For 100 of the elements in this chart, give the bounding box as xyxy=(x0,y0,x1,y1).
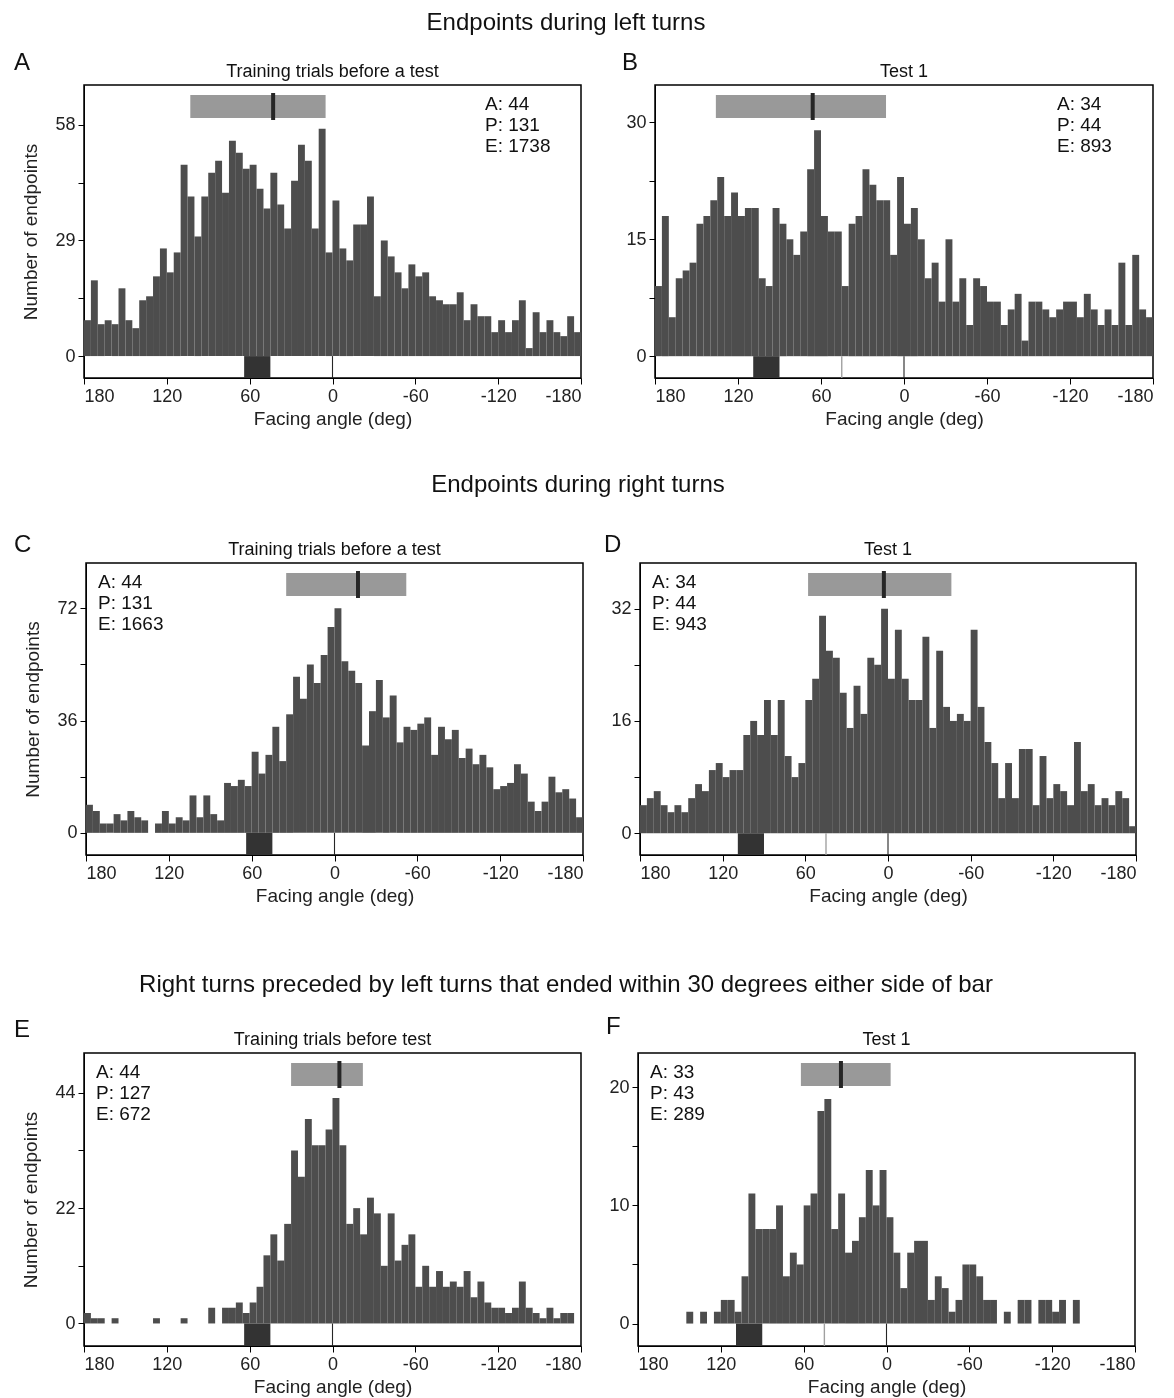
x-tick-label: -120 xyxy=(1034,1353,1071,1374)
x-tick-label: -120 xyxy=(480,1353,517,1374)
x-tick-label: -180 xyxy=(545,1353,582,1374)
y-tick-label: 58 xyxy=(55,114,76,135)
text: C xyxy=(14,530,32,558)
annotation: P: 131 xyxy=(98,592,153,614)
x-tick-label: 0 xyxy=(329,862,341,883)
x-tick-label: 0 xyxy=(883,862,894,883)
x-tick-label: 180 xyxy=(86,862,117,883)
y-tick-label: 0 xyxy=(621,822,632,843)
annotation: E: 893 xyxy=(1057,135,1112,157)
annotation: A: 44 xyxy=(98,571,143,593)
annotation: A: 44 xyxy=(96,1061,141,1083)
y-tick-label: 32 xyxy=(611,598,632,619)
annotation: E: 672 xyxy=(96,1103,151,1125)
x-tick-label: 60 xyxy=(795,862,816,883)
x-tick-label: 180 xyxy=(84,1353,115,1374)
x-tick-label: -60 xyxy=(956,1353,983,1374)
y-axis-title: Number of endpoints xyxy=(20,143,42,321)
annotation: E: 943 xyxy=(652,613,707,635)
x-tick-label: 180 xyxy=(638,1353,669,1374)
x-tick-label: 120 xyxy=(723,385,754,406)
annotation: P: 127 xyxy=(96,1082,151,1104)
text: Endpoints during left turns xyxy=(425,8,707,36)
x-axis-title: Facing angle (deg) xyxy=(809,884,968,906)
text: E xyxy=(14,1015,31,1043)
y-tick-label: 0 xyxy=(67,822,78,843)
annotation: A: 44 xyxy=(485,93,530,115)
y-tick-label: 0 xyxy=(636,345,647,366)
x-axis-title: Facing angle (deg) xyxy=(255,884,415,906)
chart-title: Test 1 xyxy=(863,539,913,559)
x-tick-label: -120 xyxy=(480,385,517,406)
chart-title: Training trials before a test xyxy=(226,61,439,81)
x-tick-label: 60 xyxy=(811,385,832,406)
x-tick-label: -60 xyxy=(402,1353,429,1374)
y-tick-label: 72 xyxy=(57,597,78,618)
x-tick-label: 180 xyxy=(655,385,686,406)
x-tick-label: 120 xyxy=(706,1353,737,1374)
x-tick-label: -180 xyxy=(547,862,584,883)
chart-title: Training trials before a test xyxy=(228,539,441,559)
annotation: E: 289 xyxy=(650,1103,705,1125)
x-axis-title: Facing angle (deg) xyxy=(825,407,984,429)
x-tick-label: 120 xyxy=(152,385,183,406)
y-tick-label: 20 xyxy=(609,1076,630,1097)
x-tick-label: 60 xyxy=(240,385,261,406)
annotation: A: 34 xyxy=(1057,93,1102,115)
x-tick-label: 0 xyxy=(881,1353,893,1374)
x-tick-label: 120 xyxy=(154,862,185,883)
y-axis-title: Number of endpoints xyxy=(22,621,44,798)
y-tick-label: 44 xyxy=(55,1082,76,1103)
x-axis-title: Facing angle (deg) xyxy=(253,407,413,429)
text: A xyxy=(14,48,31,76)
y-tick-label: 36 xyxy=(57,710,78,731)
chart-title: Training trials before test xyxy=(233,1029,432,1049)
y-tick-label: 0 xyxy=(65,1312,76,1333)
x-tick-label: 0 xyxy=(899,385,910,406)
x-tick-label: 180 xyxy=(640,862,671,883)
annotation: P: 131 xyxy=(485,114,540,136)
y-tick-label: 0 xyxy=(65,345,76,366)
annotation: E: 1738 xyxy=(485,135,551,157)
x-tick-label: 120 xyxy=(152,1353,183,1374)
y-axis-title: Number of endpoints xyxy=(20,1111,42,1289)
y-tick-label: 10 xyxy=(609,1194,630,1215)
x-tick-label: -120 xyxy=(1052,385,1089,406)
x-tick-label: -180 xyxy=(1099,1353,1136,1374)
x-tick-label: 60 xyxy=(794,1353,815,1374)
text: F xyxy=(606,1012,621,1040)
y-tick-label: 15 xyxy=(626,228,647,249)
x-tick-label: 120 xyxy=(708,862,739,883)
annotation: P: 43 xyxy=(650,1082,695,1104)
x-tick-label: -60 xyxy=(404,862,431,883)
x-tick-label: -60 xyxy=(402,385,429,406)
text: Endpoints during right turns xyxy=(430,470,726,498)
x-tick-label: 0 xyxy=(327,1353,339,1374)
y-tick-label: 30 xyxy=(626,111,647,132)
x-tick-label: -120 xyxy=(1035,862,1072,883)
x-tick-label: -60 xyxy=(958,862,985,883)
x-tick-label: -180 xyxy=(1117,385,1154,406)
x-tick-label: -180 xyxy=(1100,862,1137,883)
x-tick-label: 60 xyxy=(240,1353,261,1374)
x-tick-label: 60 xyxy=(242,862,263,883)
x-tick-label: -60 xyxy=(974,385,1001,406)
x-tick-label: 180 xyxy=(84,385,115,406)
annotation: A: 33 xyxy=(650,1061,695,1083)
annotation: P: 44 xyxy=(1057,114,1102,136)
annotation: E: 1663 xyxy=(98,613,164,635)
y-tick-label: 0 xyxy=(619,1313,630,1334)
y-tick-label: 22 xyxy=(55,1197,76,1218)
x-tick-label: -120 xyxy=(482,862,519,883)
y-tick-label: 16 xyxy=(611,710,632,731)
x-axis-title: Facing angle (deg) xyxy=(253,1375,413,1397)
y-tick-label: 29 xyxy=(55,229,76,250)
annotation: A: 34 xyxy=(652,571,697,593)
x-axis-title: Facing angle (deg) xyxy=(807,1375,967,1397)
annotation: P: 44 xyxy=(652,592,697,614)
x-tick-label: 0 xyxy=(327,385,339,406)
text: D xyxy=(604,530,622,558)
x-tick-label: -180 xyxy=(545,385,582,406)
chart-title: Test 1 xyxy=(879,61,929,81)
text: Right turns preceded by left turns that ended within 30 degrees either side of bar xyxy=(138,970,994,998)
